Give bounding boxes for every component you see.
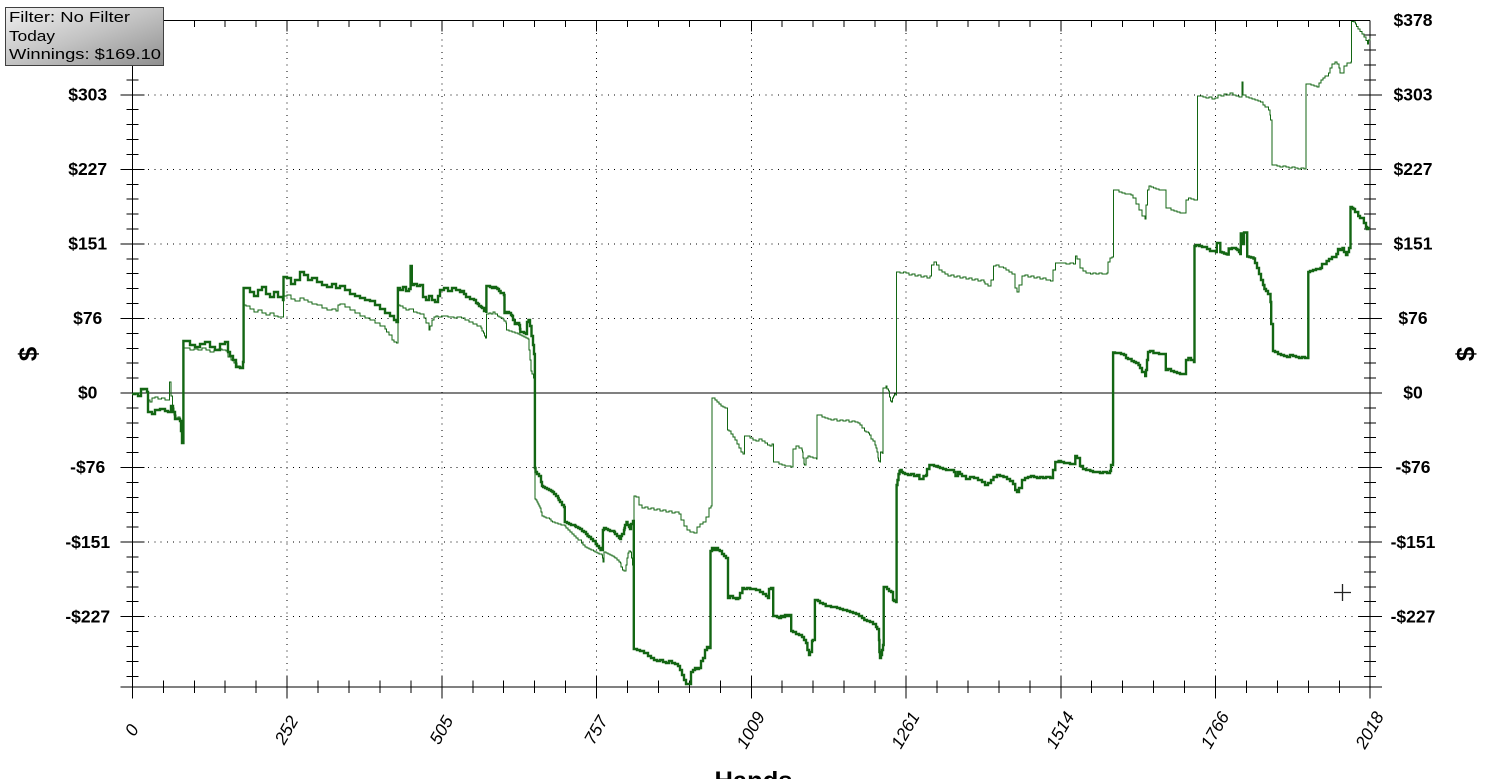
svg-text:Winnings: $169.10: Winnings: $169.10 xyxy=(9,47,161,63)
svg-text:$0: $0 xyxy=(1403,383,1423,403)
svg-text:$76: $76 xyxy=(1398,308,1427,328)
svg-text:-$151: -$151 xyxy=(65,532,110,552)
svg-text:-$227: -$227 xyxy=(1391,606,1436,626)
svg-text:$303: $303 xyxy=(1394,85,1433,105)
svg-text:-$227: -$227 xyxy=(65,606,110,626)
svg-text:Filter: No Filter: Filter: No Filter xyxy=(9,10,130,26)
svg-text:$303: $303 xyxy=(68,85,107,105)
svg-text:$151: $151 xyxy=(68,234,107,254)
svg-text:$151: $151 xyxy=(1394,234,1433,254)
svg-text:$76: $76 xyxy=(73,308,102,328)
svg-text:Today: Today xyxy=(9,29,56,45)
svg-text:-$151: -$151 xyxy=(1391,532,1436,552)
svg-text:-$76: -$76 xyxy=(70,457,105,477)
svg-text:$: $ xyxy=(13,346,43,361)
svg-text:$227: $227 xyxy=(1394,159,1433,179)
svg-text:$0: $0 xyxy=(78,383,98,403)
svg-text:Hands: Hands xyxy=(715,767,793,779)
svg-text:$: $ xyxy=(1451,346,1481,361)
svg-text:-$76: -$76 xyxy=(1395,457,1430,477)
svg-text:$227: $227 xyxy=(68,159,107,179)
svg-text:$378: $378 xyxy=(1394,10,1433,30)
